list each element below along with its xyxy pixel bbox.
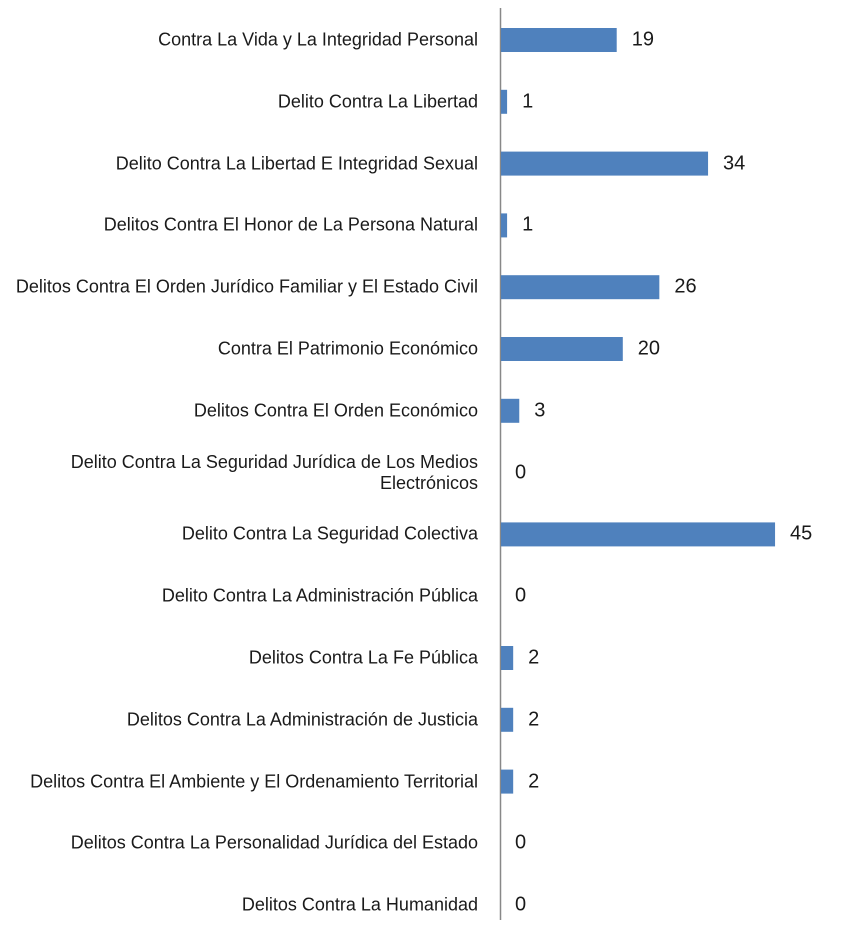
category-label: Delitos Contra El Honor de La Persona Na…	[103, 214, 478, 235]
bar	[501, 769, 514, 794]
category-label: Delito Contra La Libertad E Integridad S…	[115, 153, 478, 174]
category-label: Delito Contra La Administración Pública	[161, 585, 478, 606]
data-label: 1	[522, 90, 534, 113]
category-label: Delitos Contra La Personalidad Jurídica …	[70, 832, 478, 853]
bar	[501, 398, 520, 423]
data-label: 2	[528, 770, 540, 793]
bar	[501, 522, 776, 547]
category-label: Delitos Contra El Orden Económico	[193, 400, 478, 421]
data-label: 2	[528, 708, 540, 731]
data-label: 0	[515, 831, 527, 854]
category-label: Delitos Contra El Ambiente y El Ordenami…	[30, 771, 478, 792]
data-label: 1	[522, 213, 534, 236]
category-label: Delito Contra La Libertad	[277, 91, 478, 112]
data-label: 20	[637, 337, 661, 360]
bar	[501, 151, 709, 176]
category-label: Delitos Contra La Administración de Just…	[126, 709, 478, 730]
bar	[501, 337, 623, 361]
data-label: 19	[631, 28, 654, 51]
data-label: 26	[674, 275, 697, 298]
category-label: Delito Contra La Seguridad Jurídica de L…	[70, 451, 478, 493]
bar	[501, 275, 660, 300]
category-label: Delitos Contra La Fe Pública	[248, 647, 478, 668]
data-label: 0	[515, 461, 527, 484]
bar	[501, 707, 514, 732]
data-label: 3	[534, 399, 546, 422]
category-label: Contra La Vida y La Integridad Personal	[158, 29, 478, 50]
category-label: Delitos Contra El Orden Jurídico Familia…	[15, 276, 478, 297]
category-label: Delito Contra La Seguridad Colectiva	[181, 523, 478, 544]
data-label: 0	[515, 893, 527, 916]
data-label: 45	[790, 522, 813, 545]
data-label: 0	[515, 584, 527, 607]
bar	[501, 646, 514, 670]
bar	[501, 213, 508, 238]
bar	[501, 89, 508, 114]
category-label: Contra El Patrimonio Económico	[217, 338, 478, 359]
data-label: 34	[723, 152, 746, 175]
bar	[501, 28, 617, 52]
category-label: Delitos Contra La Humanidad	[241, 894, 478, 915]
data-label: 2	[528, 646, 540, 669]
